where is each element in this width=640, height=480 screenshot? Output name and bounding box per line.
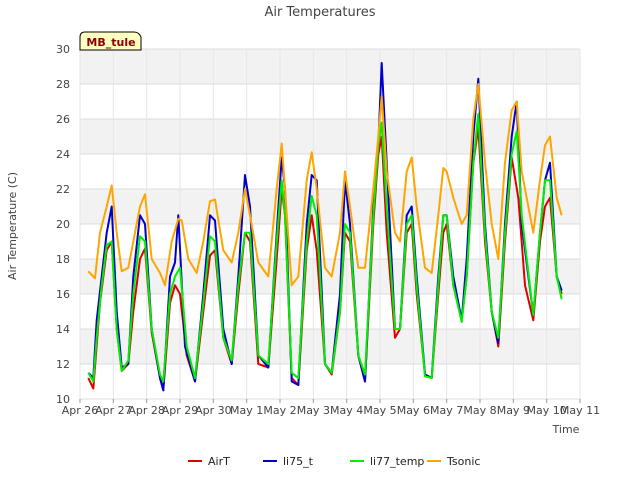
series-layer: [87, 62, 563, 392]
site-badge-shape: [79, 31, 142, 51]
x-tick-label: Apr 29: [162, 404, 199, 417]
plot-band: [80, 49, 580, 84]
x-tick-label: May 7: [430, 404, 463, 417]
y-tick-label: 22: [56, 183, 70, 196]
legend-label-li77-temp: li77_temp: [370, 455, 424, 468]
y-axis-ticks: 10 12 14 16 18 20 22 24 26 28 30: [56, 43, 70, 406]
legend-label-li75-t: li75_t: [283, 455, 314, 468]
x-tick-label: Apr 28: [128, 404, 165, 417]
site-badge: MB_tule: [79, 31, 142, 51]
plot-band: [80, 259, 580, 294]
y-tick-label: 16: [56, 288, 70, 301]
site-badge-label: MB_tule: [86, 36, 135, 49]
x-tick-label: May 3: [297, 404, 330, 417]
y-tick-label: 30: [56, 43, 70, 56]
plot-band: [80, 119, 580, 154]
y-tick-label: 14: [56, 323, 70, 336]
y-tick-label: 24: [56, 148, 70, 161]
legend-label-tsonic: Tsonic: [446, 455, 480, 468]
x-axis-title: Time: [552, 423, 580, 436]
x-tick-label: May 2: [263, 404, 296, 417]
y-axis-title: Air Temperature (C): [6, 172, 19, 280]
series-line-tsonic: [87, 83, 563, 287]
y-tick-label: 26: [56, 113, 70, 126]
x-tick-label: May 8: [463, 404, 496, 417]
legend: AirT li75_t li77_temp Tsonic: [188, 455, 480, 468]
x-tick-label: Apr 30: [195, 404, 232, 417]
y-tick-label: 12: [56, 358, 70, 371]
y-tick-label: 18: [56, 253, 70, 266]
plot-band: [80, 189, 580, 224]
y-tick-label: 28: [56, 78, 70, 91]
grid: [79, 48, 581, 400]
x-tick-label: May 9: [497, 404, 530, 417]
y-tick-label: 20: [56, 218, 70, 231]
x-tick-label: May 4: [330, 404, 363, 417]
x-tick-label: May 11: [560, 404, 600, 417]
legend-label-airt: AirT: [208, 455, 230, 468]
x-tick-label: Apr 26: [62, 404, 99, 417]
x-tick-label: May 6: [397, 404, 430, 417]
series-line-li77-temp: [87, 112, 563, 383]
y-tick-label: 10: [56, 393, 70, 406]
chart-title: Air Temperatures: [264, 5, 375, 20]
x-tick-label: May 10: [527, 404, 567, 417]
x-tick-label: May 5: [363, 404, 396, 417]
x-tick-label: May 1: [230, 404, 263, 417]
x-tick-label: Apr 27: [95, 404, 132, 417]
